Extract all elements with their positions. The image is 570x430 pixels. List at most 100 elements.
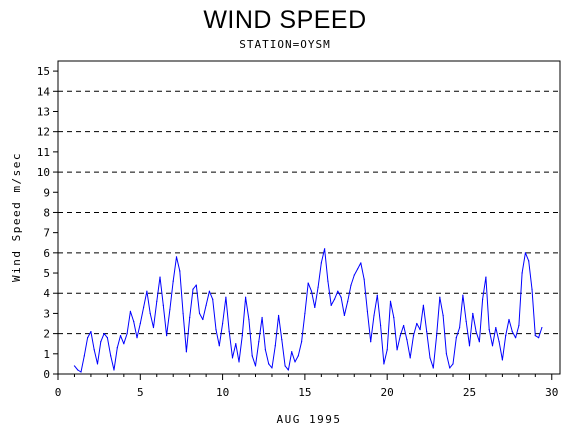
data-point [383, 363, 385, 365]
data-point [304, 312, 306, 315]
data-point [452, 363, 454, 365]
data-point [185, 351, 187, 353]
data-point [353, 274, 355, 276]
data-point [195, 284, 197, 286]
data-point [406, 339, 408, 341]
data-point [300, 341, 303, 343]
data-point [528, 260, 530, 262]
data-point [277, 314, 280, 317]
data-point [208, 290, 211, 292]
data-point [261, 316, 263, 319]
chart-title: WIND SPEED [203, 6, 367, 34]
data-point [459, 326, 461, 329]
data-point [482, 298, 484, 300]
data-point [449, 367, 451, 369]
data-point [366, 310, 369, 312]
data-point [531, 288, 533, 290]
y-tick-label: 2 [43, 328, 50, 341]
data-point [83, 355, 85, 357]
data-point [330, 304, 332, 306]
y-tick-label: 9 [43, 186, 50, 199]
x-tick-label: 20 [381, 386, 394, 399]
data-point [505, 335, 507, 337]
data-point [225, 296, 227, 298]
data-point [182, 312, 184, 315]
data-point [412, 335, 415, 337]
data-point [439, 296, 441, 298]
data-point [350, 284, 352, 286]
data-point [399, 335, 401, 337]
data-point [248, 318, 250, 321]
y-tick-label: 12 [37, 126, 50, 139]
data-point [314, 306, 316, 308]
data-point [514, 337, 517, 339]
data-point [320, 262, 322, 264]
data-point [142, 306, 145, 308]
data-point [541, 326, 543, 329]
reference-lines [58, 90, 560, 335]
y-tick-label: 15 [37, 65, 50, 78]
data-point [152, 326, 155, 329]
data-point [485, 276, 487, 278]
data-point [77, 369, 79, 371]
data-point [435, 335, 438, 337]
data-point [337, 290, 339, 292]
data-point [498, 341, 500, 343]
data-point [310, 290, 313, 292]
data-point [379, 324, 382, 327]
data-point [212, 298, 214, 300]
data-point [136, 337, 138, 339]
data-point [386, 349, 388, 351]
data-point [356, 268, 359, 270]
data-point [281, 339, 283, 341]
data-point [172, 280, 174, 282]
data-point [455, 337, 457, 339]
data-point [409, 357, 411, 359]
data-point [202, 318, 204, 321]
data-point [307, 282, 309, 284]
data-point [534, 335, 536, 337]
data-point [324, 248, 326, 250]
data-point [73, 365, 76, 367]
data-point [241, 335, 243, 337]
data-point [468, 345, 471, 347]
y-tick-label: 14 [37, 85, 51, 98]
data-point [123, 343, 125, 345]
x-tick-label: 30 [545, 386, 558, 399]
data-point [429, 357, 431, 359]
data-point [297, 355, 299, 357]
data-point [93, 349, 95, 351]
data-point [103, 333, 105, 335]
data-point [419, 328, 421, 331]
y-tick-label: 10 [37, 166, 50, 179]
data-point [333, 298, 336, 300]
data-point [508, 318, 510, 321]
data-point [231, 357, 234, 359]
data-point [100, 341, 102, 343]
data-point [475, 330, 477, 333]
y-tick-label: 1 [43, 348, 50, 361]
data-point [159, 276, 161, 278]
x-tick-label: 10 [216, 386, 229, 399]
data-point [245, 296, 247, 298]
data-point [291, 351, 293, 353]
data-point [287, 369, 290, 371]
data-point [215, 328, 217, 331]
data-point [360, 262, 362, 264]
data-point [327, 280, 329, 282]
data-point [166, 335, 168, 337]
chart-subtitle: STATION=OYSM [239, 38, 331, 51]
data-point [294, 361, 296, 363]
data-point [119, 335, 122, 337]
data-point [90, 330, 92, 333]
data-point [521, 272, 523, 274]
data-point [274, 345, 276, 347]
data-point [133, 320, 135, 323]
y-tick-label: 11 [37, 146, 50, 159]
data-point [373, 314, 375, 317]
x-tick-label: 5 [137, 386, 144, 399]
y-tick-label: 7 [43, 227, 50, 240]
data-point [156, 300, 158, 302]
data-point [376, 294, 378, 296]
